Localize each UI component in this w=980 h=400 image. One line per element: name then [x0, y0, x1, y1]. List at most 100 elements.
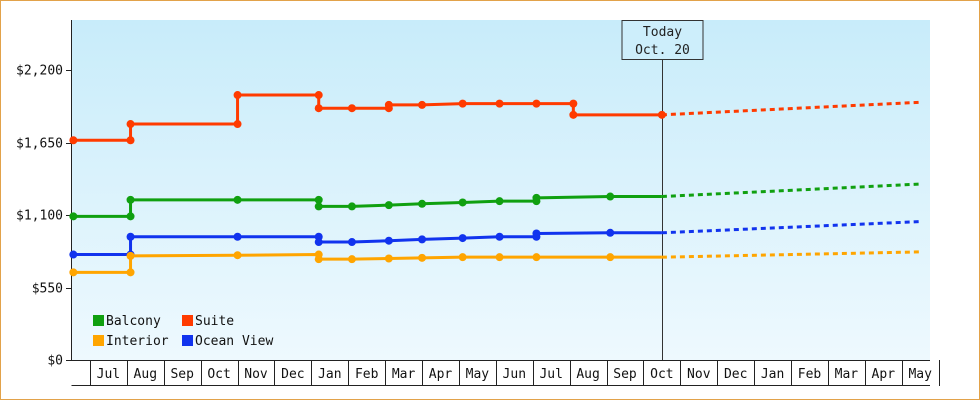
- legend-swatch: [93, 335, 104, 346]
- data-point: [418, 199, 427, 208]
- y-tick-label: $0: [47, 354, 63, 369]
- legend-swatch: [93, 315, 104, 326]
- today-label: Today: [643, 25, 682, 40]
- data-point: [314, 202, 323, 211]
- x-month-label: Feb: [798, 367, 822, 382]
- y-tick-label: $2,200: [16, 64, 63, 79]
- legend-label: Balcony: [106, 314, 161, 329]
- y-tick-label: $550: [32, 282, 63, 297]
- data-point: [69, 136, 78, 145]
- series-suite: [69, 91, 921, 145]
- x-month-label: Dec: [724, 367, 747, 382]
- x-month-label: Jan: [318, 367, 341, 382]
- x-month-label: Oct: [650, 367, 673, 382]
- data-point: [606, 192, 615, 201]
- data-point: [233, 251, 242, 260]
- forecast-line: [661, 250, 921, 259]
- data-point: [347, 238, 356, 247]
- data-point: [569, 110, 578, 119]
- data-point: [126, 136, 135, 145]
- legend-label: Interior: [106, 334, 169, 349]
- series-interior: [69, 250, 921, 277]
- legend-item: Suite: [182, 314, 234, 329]
- data-point: [314, 91, 323, 100]
- data-point: [384, 254, 393, 263]
- series-ocean-view: [69, 220, 921, 259]
- legend-swatch: [182, 315, 193, 326]
- x-month-label: Jun: [503, 367, 526, 382]
- data-point: [384, 236, 393, 245]
- y-tick-label: $1,650: [16, 137, 63, 152]
- data-point: [495, 197, 504, 206]
- x-month-label: Feb: [355, 367, 379, 382]
- series-balcony: [69, 182, 921, 221]
- data-point: [69, 268, 78, 277]
- data-point: [495, 99, 504, 108]
- legend-item: Balcony: [93, 314, 161, 329]
- data-point: [532, 99, 541, 108]
- x-month-label: Nov: [244, 367, 268, 382]
- x-month-label: Nov: [687, 367, 711, 382]
- series-lines: [69, 91, 921, 277]
- data-point: [347, 255, 356, 264]
- series-line: [73, 253, 662, 274]
- data-point: [126, 232, 135, 241]
- data-point: [314, 238, 323, 247]
- data-point: [126, 268, 135, 277]
- data-point: [314, 104, 323, 113]
- legend: Balcony Suite Interior Ocean View: [93, 314, 273, 349]
- data-point: [233, 232, 242, 241]
- data-point: [418, 235, 427, 244]
- x-month-label: Apr: [872, 367, 896, 382]
- x-month-label: Sep: [613, 367, 637, 382]
- data-point: [347, 202, 356, 211]
- x-month-label: Jul: [97, 367, 120, 382]
- data-point: [495, 232, 504, 241]
- legend-item: Interior: [93, 334, 169, 349]
- x-month-label: Jan: [761, 367, 784, 382]
- data-point: [458, 234, 467, 243]
- x-month-label: Dec: [281, 367, 304, 382]
- data-point: [384, 201, 393, 210]
- legend-swatch: [182, 335, 193, 346]
- data-point: [69, 212, 78, 221]
- data-point: [126, 195, 135, 204]
- data-point: [495, 253, 504, 262]
- data-point: [458, 99, 467, 108]
- data-point: [126, 251, 135, 260]
- y-axis: $0 $550 $1,100 $1,650 $2,200: [16, 20, 72, 369]
- data-point: [418, 253, 427, 262]
- x-month-label: Apr: [429, 367, 453, 382]
- x-month-label: Mar: [392, 367, 416, 382]
- data-point: [314, 255, 323, 264]
- data-point: [233, 91, 242, 100]
- data-point: [606, 228, 615, 237]
- today-date: Oct. 20: [635, 43, 690, 58]
- data-point: [347, 104, 356, 113]
- x-month-label: Sep: [170, 367, 194, 382]
- x-month-label: May: [466, 367, 490, 382]
- data-point: [532, 253, 541, 262]
- data-point: [458, 198, 467, 207]
- data-point: [69, 250, 78, 259]
- data-point: [233, 120, 242, 129]
- x-month-label: Jul: [539, 367, 562, 382]
- data-point: [458, 253, 467, 262]
- x-month-label: May: [908, 367, 932, 382]
- data-point: [606, 253, 615, 262]
- x-month-label: Oct: [207, 367, 230, 382]
- plot-background: [72, 20, 930, 360]
- legend-label: Suite: [195, 314, 234, 329]
- x-month-label: Mar: [835, 367, 859, 382]
- forecast-line: [661, 220, 921, 235]
- data-point: [657, 110, 666, 119]
- data-point: [532, 193, 541, 202]
- x-month-label: Aug: [134, 367, 157, 382]
- today-box: [621, 20, 704, 60]
- data-point: [418, 100, 427, 109]
- x-month-label: Aug: [576, 367, 599, 382]
- today-marker: Today Oct. 20: [621, 20, 704, 360]
- data-point: [314, 195, 323, 204]
- y-tick-label: $1,100: [16, 209, 63, 224]
